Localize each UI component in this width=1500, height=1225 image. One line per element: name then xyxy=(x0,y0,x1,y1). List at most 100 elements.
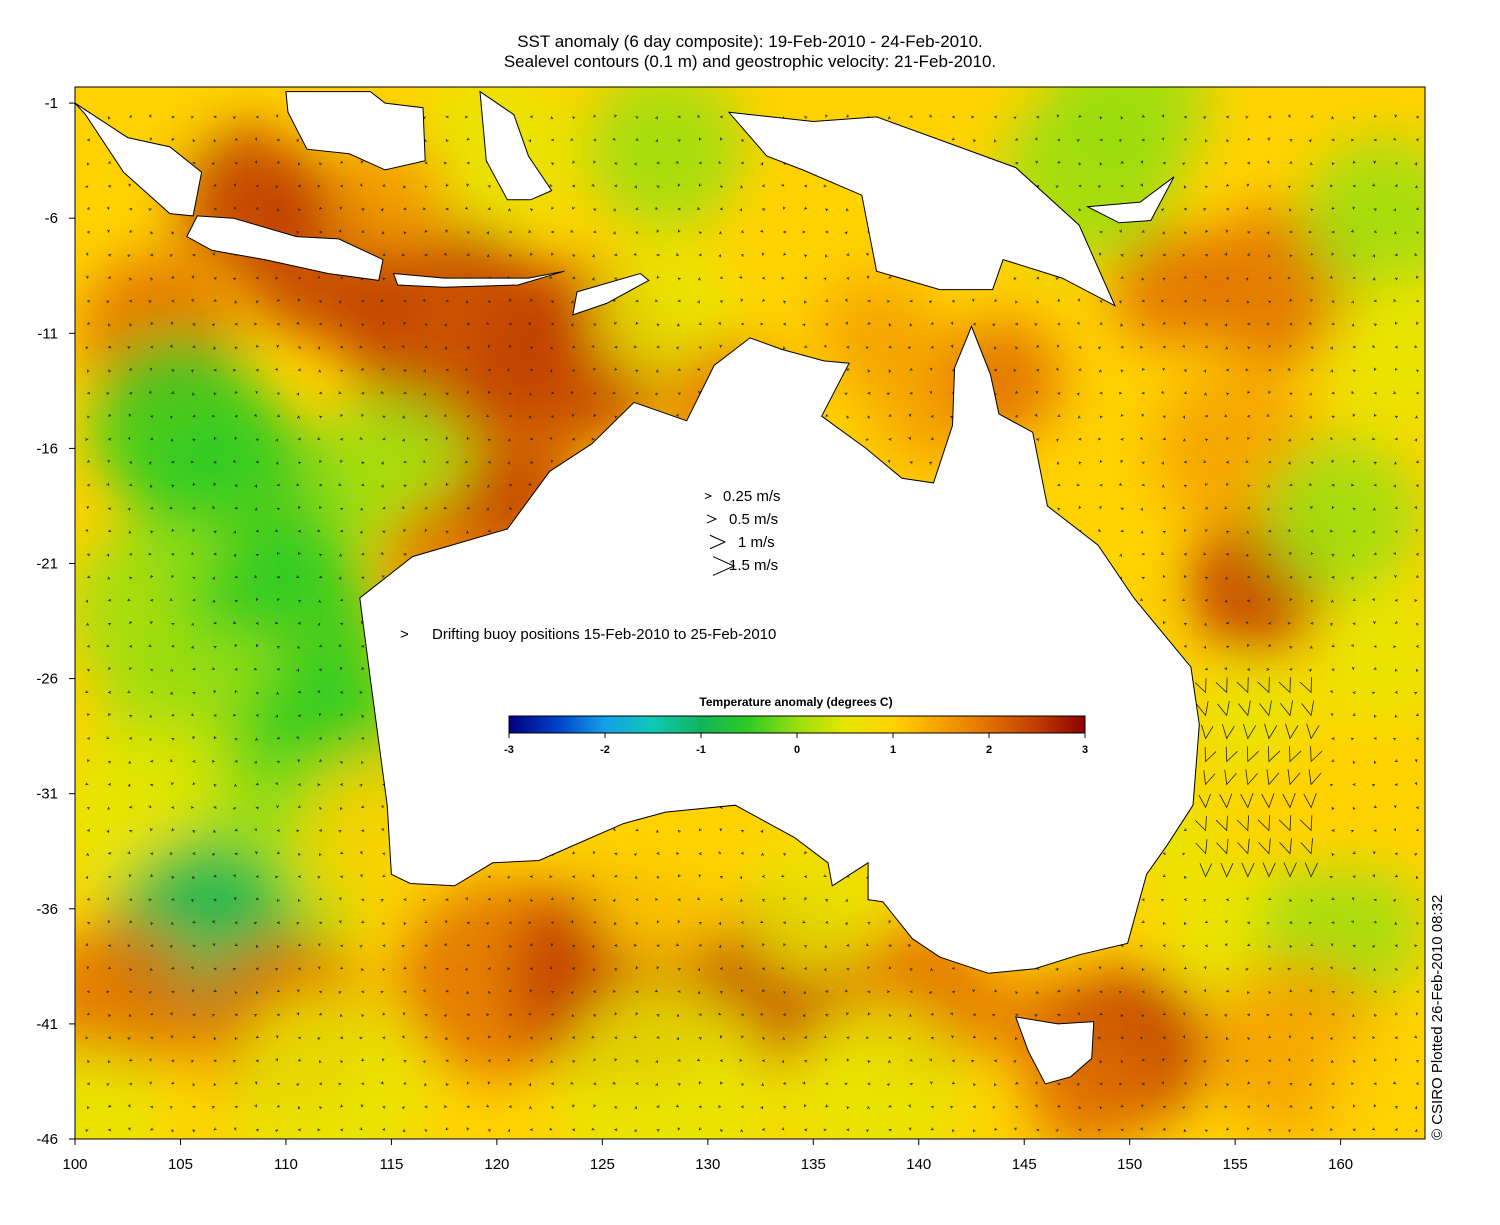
velocity-arrow xyxy=(1247,390,1251,395)
velocity-arrow xyxy=(591,1035,595,1039)
velocity-arrow xyxy=(318,759,323,763)
velocity-arrow xyxy=(719,897,723,901)
velocity-arrow xyxy=(1352,1060,1356,1064)
velocity-arrow xyxy=(1183,185,1187,189)
velocity-arrow xyxy=(382,1106,386,1109)
velocity-arrow xyxy=(213,1059,217,1063)
velocity-arrow xyxy=(107,576,111,580)
velocity-arrow xyxy=(127,1127,131,1131)
velocity-arrow xyxy=(529,898,533,903)
velocity-arrow xyxy=(761,875,766,878)
velocity-arrow xyxy=(1289,483,1293,487)
velocity-arrow xyxy=(1373,1104,1377,1108)
velocity-arrow xyxy=(1352,116,1356,120)
velocity-arrow xyxy=(656,944,660,947)
velocity-arrow xyxy=(1224,162,1228,165)
velocity-arrow xyxy=(909,299,913,303)
colorbar-tick-label: 0 xyxy=(794,744,800,756)
velocity-arrow xyxy=(1246,1127,1250,1131)
velocity-arrow xyxy=(634,185,637,189)
velocity-arrow xyxy=(1246,530,1249,534)
velocity-arrow xyxy=(86,990,91,994)
velocity-arrow xyxy=(1415,299,1419,303)
velocity-arrow xyxy=(1183,1128,1187,1133)
velocity-arrow xyxy=(297,875,301,878)
velocity-arrow xyxy=(255,438,259,442)
velocity-arrow xyxy=(739,966,743,970)
velocity-arrow xyxy=(86,897,91,901)
velocity-arrow xyxy=(802,1013,806,1018)
velocity-arrow xyxy=(107,253,112,257)
velocity-arrow xyxy=(1204,253,1209,257)
map-frame xyxy=(74,86,1426,1140)
velocity-arrow xyxy=(1394,1012,1398,1016)
velocity-arrow xyxy=(401,944,406,948)
velocity-arrow xyxy=(1331,829,1335,832)
velocity-arrow xyxy=(740,322,744,326)
velocity-arrow xyxy=(1393,828,1396,832)
velocity-arrow xyxy=(1183,115,1187,119)
velocity-arrow xyxy=(1161,1058,1165,1062)
velocity-arrow xyxy=(192,829,196,833)
velocity-arrow xyxy=(1331,252,1335,256)
velocity-arrow xyxy=(1034,323,1038,326)
velocity-arrow xyxy=(150,231,154,235)
sst-anomaly-field xyxy=(75,87,1425,1139)
velocity-arrow xyxy=(865,252,869,256)
velocity-arrow xyxy=(1140,530,1144,534)
velocity-arrow xyxy=(1415,207,1419,211)
velocity-arrow xyxy=(1350,576,1354,580)
velocity-arrow xyxy=(318,737,323,740)
velocity-arrow xyxy=(317,876,321,879)
velocity-arrow xyxy=(782,206,786,210)
velocity-arrow xyxy=(1352,437,1356,441)
velocity-arrow xyxy=(276,597,280,602)
velocity-arrow xyxy=(127,507,131,511)
velocity-arrow xyxy=(1415,737,1420,741)
velocity-arrow xyxy=(148,991,152,994)
velocity-arrow xyxy=(254,507,258,511)
velocity-arrow xyxy=(128,114,133,118)
velocity-arrow xyxy=(804,254,808,258)
velocity-arrow xyxy=(909,1082,913,1086)
velocity-arrow xyxy=(401,1035,405,1039)
velocity-arrow xyxy=(1160,898,1165,902)
velocity-arrow xyxy=(846,367,850,371)
velocity-arrow xyxy=(697,367,701,371)
velocity-arrow xyxy=(1097,1037,1102,1040)
velocity-arrow xyxy=(424,944,428,948)
velocity-arrow xyxy=(401,253,406,257)
velocity-arrow xyxy=(402,438,405,442)
land-polygon xyxy=(75,102,203,217)
velocity-arrow xyxy=(1162,161,1166,165)
velocity-arrow xyxy=(1247,137,1251,141)
velocity-arrow xyxy=(1055,438,1059,442)
velocity-arrow xyxy=(1139,345,1144,349)
velocity-arrow xyxy=(1204,323,1209,326)
velocity-arrow xyxy=(190,713,194,716)
velocity-arrow xyxy=(1077,298,1081,303)
velocity-arrow xyxy=(1287,769,1301,786)
velocity-arrow xyxy=(255,390,259,395)
velocity-arrow xyxy=(127,690,131,693)
velocity-arrow xyxy=(930,346,934,349)
velocity-arrow xyxy=(1414,759,1418,763)
velocity-arrow xyxy=(360,1104,364,1108)
velocity-arrow xyxy=(1246,668,1251,671)
velocity-arrow xyxy=(1247,1081,1251,1085)
anomaly-patch xyxy=(585,805,746,966)
land-masses xyxy=(75,90,1200,1085)
velocity-arrow xyxy=(677,1127,681,1131)
velocity-arrow xyxy=(635,921,639,925)
velocity-arrow xyxy=(528,322,532,325)
velocity-arrow xyxy=(1288,461,1291,465)
velocity-arrow xyxy=(761,298,766,302)
velocity-arrow xyxy=(1350,229,1355,233)
velocity-arrow xyxy=(635,369,639,373)
velocity-arrow xyxy=(994,1036,997,1041)
velocity-arrow xyxy=(1329,875,1334,879)
velocity-arrow xyxy=(1057,298,1061,302)
velocity-arrow xyxy=(1310,529,1314,533)
velocity-arrow xyxy=(1371,183,1376,187)
velocity-arrow xyxy=(571,276,576,280)
